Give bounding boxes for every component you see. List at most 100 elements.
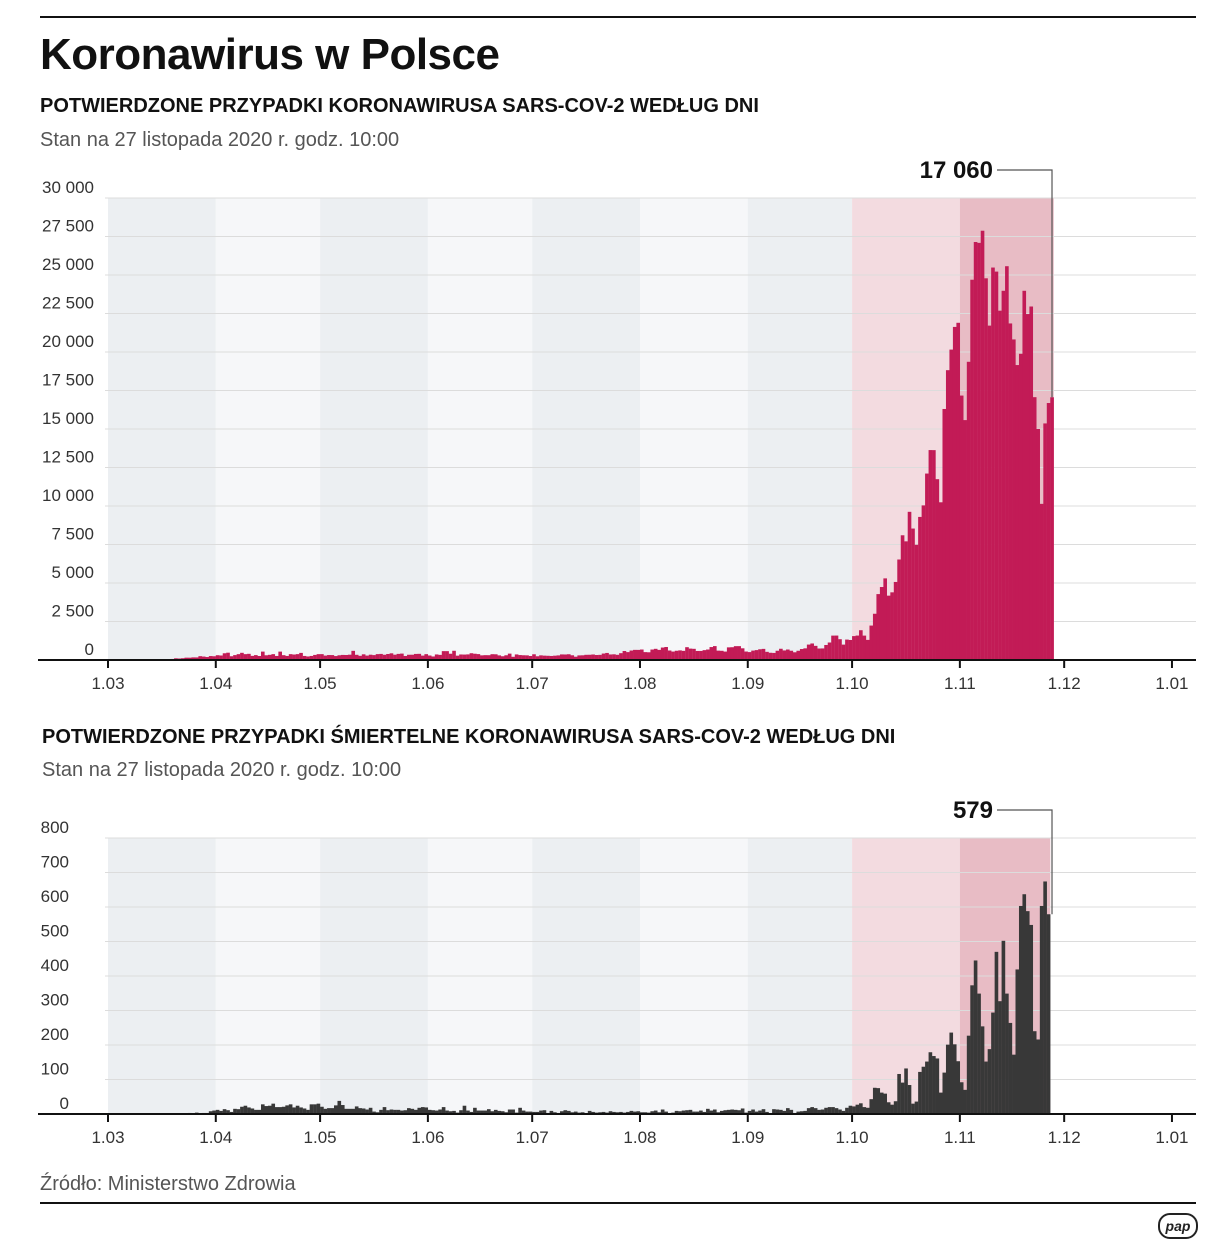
deaths-bar <box>904 1068 908 1114</box>
deaths-bar <box>1015 969 1020 1114</box>
cases-bar <box>379 653 383 660</box>
cases-bar <box>949 349 954 660</box>
deaths-bar <box>660 1109 665 1114</box>
cases-bar <box>233 655 237 660</box>
cases-bar <box>987 325 992 660</box>
deaths-bar <box>681 1110 686 1114</box>
x-tick-label: 1.07 <box>516 674 549 693</box>
cases-bar <box>299 652 303 660</box>
cases-bar <box>932 450 936 660</box>
deaths-bar <box>612 1111 616 1114</box>
cases-bar <box>201 656 206 660</box>
deaths-bar <box>845 1107 849 1114</box>
x-tick-label: 1.09 <box>731 1128 764 1147</box>
cases-bar <box>184 657 189 660</box>
deaths-bar <box>723 1110 728 1114</box>
deaths-bar <box>740 1108 745 1114</box>
cases-bar <box>459 654 463 660</box>
cases-bar <box>845 639 849 660</box>
cases-bar <box>281 655 286 660</box>
cases-bar <box>838 639 842 660</box>
deaths-bar <box>841 1110 846 1114</box>
deaths-bar <box>751 1109 755 1114</box>
cases-bar <box>212 656 216 660</box>
deaths-bar <box>525 1111 529 1114</box>
cases-bar <box>737 646 741 660</box>
x-tick-label: 1.05 <box>304 1128 337 1147</box>
cases-bar <box>706 649 710 660</box>
deaths-bar <box>316 1103 321 1114</box>
deaths-bar <box>222 1109 227 1114</box>
cases-bar <box>939 502 943 660</box>
cases-bar <box>528 655 533 660</box>
cases-bar <box>334 656 338 660</box>
deaths-bar <box>869 1099 874 1114</box>
deaths-bar <box>1039 905 1044 1114</box>
cases-bar <box>890 592 894 660</box>
callout-label: 17 060 <box>920 157 993 184</box>
deaths-bar <box>925 1061 929 1114</box>
cases-bar <box>407 654 411 660</box>
source-note: Źródło: Ministerstwo Zdrowia <box>40 1173 296 1195</box>
deaths-bar <box>855 1104 860 1114</box>
callout-line <box>997 809 1053 915</box>
cases-bar <box>570 655 575 660</box>
cases-bar <box>702 650 707 660</box>
cases-bar <box>817 648 821 660</box>
cases-bar <box>260 651 265 660</box>
x-tick-label: 1.06 <box>411 674 444 693</box>
deaths-bar <box>591 1111 595 1114</box>
deaths-bar <box>806 1108 811 1114</box>
cases-bar <box>480 655 484 660</box>
cases-bar <box>726 647 731 660</box>
cases-bar <box>389 653 394 660</box>
deaths-bar <box>438 1109 442 1114</box>
cases-bar <box>1015 365 1020 660</box>
cases-bar <box>208 656 213 660</box>
cases-bar <box>883 578 887 660</box>
cases-bar <box>952 326 957 660</box>
cases-bar <box>393 654 397 660</box>
deaths-bar <box>403 1110 408 1114</box>
cases-bar <box>215 655 220 660</box>
deaths-bar <box>208 1111 213 1114</box>
cases-bar <box>1005 266 1009 660</box>
deaths-bar <box>327 1108 331 1114</box>
cases-bar <box>1036 428 1040 660</box>
cases-bar <box>577 655 582 660</box>
cases-bar <box>977 242 981 660</box>
deaths-bar <box>626 1111 630 1114</box>
deaths-bar <box>233 1108 237 1114</box>
deaths-bar <box>573 1111 578 1114</box>
deaths-bar <box>883 1093 887 1114</box>
deaths-bar <box>706 1108 710 1114</box>
deaths-bar <box>886 1102 891 1114</box>
cases-bar <box>921 505 926 660</box>
deaths-bar <box>281 1106 286 1114</box>
deaths-bar <box>674 1110 679 1114</box>
cases-bar <box>354 654 359 660</box>
cases-bar <box>984 278 988 660</box>
deaths-bar <box>956 1061 961 1114</box>
cases-bar <box>320 654 324 660</box>
deaths-bar <box>379 1109 383 1114</box>
cases-bar <box>907 511 912 660</box>
cases-bar <box>1008 323 1013 660</box>
deaths-bar <box>963 1089 967 1114</box>
deaths-bar <box>549 1110 554 1114</box>
cases-bar <box>267 654 272 660</box>
deaths-bar <box>386 1110 390 1114</box>
deaths-bar <box>413 1109 418 1114</box>
deaths-bar <box>361 1108 366 1114</box>
deaths-bar <box>653 1110 658 1114</box>
y-tick-label: 100 <box>41 1060 69 1079</box>
deaths-bar <box>302 1108 307 1114</box>
deaths-bar <box>480 1110 484 1114</box>
x-tick-label: 1.06 <box>411 1128 444 1147</box>
cases-bar <box>313 654 317 660</box>
cases-bar <box>462 654 467 660</box>
cases-bar <box>852 636 856 660</box>
deaths-bar <box>633 1111 637 1114</box>
cases-bar <box>716 650 721 660</box>
deaths-bar <box>476 1110 481 1114</box>
